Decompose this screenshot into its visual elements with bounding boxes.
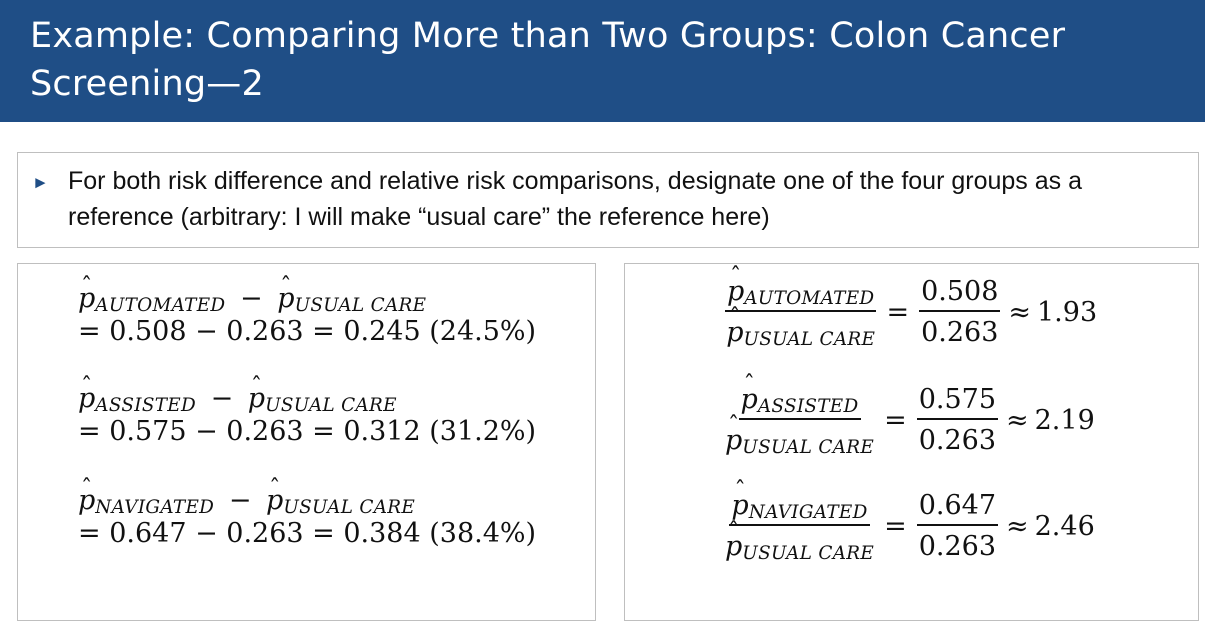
bullet-text: For both risk difference and relative ri… xyxy=(68,167,1082,231)
group-label-usual-care: USUAL CARE xyxy=(742,543,875,564)
approx-sign: ≈ xyxy=(1008,296,1031,328)
bullet-box: ► For both risk difference and relative … xyxy=(17,152,1199,248)
ratio-result: 1.93 xyxy=(1037,296,1098,328)
denominator-value: 0.263 xyxy=(921,317,999,348)
minus-sign: − xyxy=(210,383,234,414)
minus-sign: − xyxy=(228,485,252,516)
numerator-value: 0.575 xyxy=(916,384,998,420)
value-fraction: 0.508 0.263 xyxy=(919,276,1001,348)
ratio-result: 2.46 xyxy=(1034,510,1095,542)
group-label-assisted: ASSISTED xyxy=(757,396,859,417)
difference-assisted: ˆ pASSISTED − ˆ pUSUAL CARE = 0.575 − 0.26… xyxy=(78,374,537,447)
difference-navigated: ˆ pNAVIGATED − ˆ pUSUAL CARE = 0.647 − 0.2… xyxy=(78,476,537,549)
numerator-value: 0.508 xyxy=(919,276,1001,312)
denominator-value: 0.263 xyxy=(918,425,996,456)
group-label-navigated: NAVIGATED xyxy=(95,497,215,518)
difference-value-line: = 0.575 − 0.263 = 0.312 (31.2%) xyxy=(78,416,537,447)
group-label-usual-care: USUAL CARE xyxy=(265,395,397,416)
approx-sign: ≈ xyxy=(1006,510,1029,542)
ratio-result: 2.19 xyxy=(1034,404,1095,436)
difference-value-line: = 0.508 − 0.263 = 0.245 (24.5%) xyxy=(78,316,537,347)
equals-sign: = xyxy=(886,296,910,328)
group-label-assisted: ASSISTED xyxy=(95,395,196,416)
group-label-usual-care: USUAL CARE xyxy=(743,329,876,350)
difference-automated: ˆ pAUTOMATED − ˆ pUSUAL CARE = 0.508 − 0.2… xyxy=(78,274,537,347)
minus-sign: − xyxy=(240,283,263,314)
value-fraction: 0.647 0.263 xyxy=(916,490,998,562)
approx-sign: ≈ xyxy=(1006,404,1029,436)
value-fraction: 0.575 0.263 xyxy=(916,384,998,456)
group-fraction: ˆ pASSISTED ˆ pUSUAL CARE xyxy=(725,372,875,458)
relative-risk-box: ˆ pAUTOMATED ˆ pUSUAL CARE = 0.508 0.263 ≈… xyxy=(624,263,1199,621)
group-label-automated: AUTOMATED xyxy=(744,288,875,309)
denominator-value: 0.263 xyxy=(918,531,996,562)
risk-difference-box: ˆ pAUTOMATED − ˆ pUSUAL CARE = 0.508 − 0.2… xyxy=(17,263,596,621)
title-bar: Example: Comparing More than Two Groups:… xyxy=(0,0,1205,122)
bullet-triangle-icon: ► xyxy=(32,173,49,192)
ratio-assisted: ˆ pASSISTED ˆ pUSUAL CARE = 0.575 0.263 ≈ … xyxy=(725,372,1095,458)
numerator-value: 0.647 xyxy=(916,490,998,526)
group-label-usual-care: USUAL CARE xyxy=(294,295,427,316)
difference-value-line: = 0.647 − 0.263 = 0.384 (38.4%) xyxy=(78,518,537,549)
group-label-automated: AUTOMATED xyxy=(95,295,226,316)
group-fraction: ˆ pNAVIGATED ˆ pUSUAL CARE xyxy=(725,478,875,564)
group-fraction: ˆ pAUTOMATED ˆ pUSUAL CARE xyxy=(725,264,877,350)
slide-title: Example: Comparing More than Two Groups:… xyxy=(30,16,1066,104)
group-label-navigated: NAVIGATED xyxy=(748,502,868,523)
group-label-usual-care: USUAL CARE xyxy=(283,497,416,518)
ratio-automated: ˆ pAUTOMATED ˆ pUSUAL CARE = 0.508 0.263 ≈… xyxy=(725,264,1098,350)
ratio-navigated: ˆ pNAVIGATED ˆ pUSUAL CARE = 0.647 0.263 ≈… xyxy=(725,478,1095,564)
equals-sign: = xyxy=(884,404,907,436)
group-label-usual-care: USUAL CARE xyxy=(742,437,875,458)
equals-sign: = xyxy=(884,510,907,542)
